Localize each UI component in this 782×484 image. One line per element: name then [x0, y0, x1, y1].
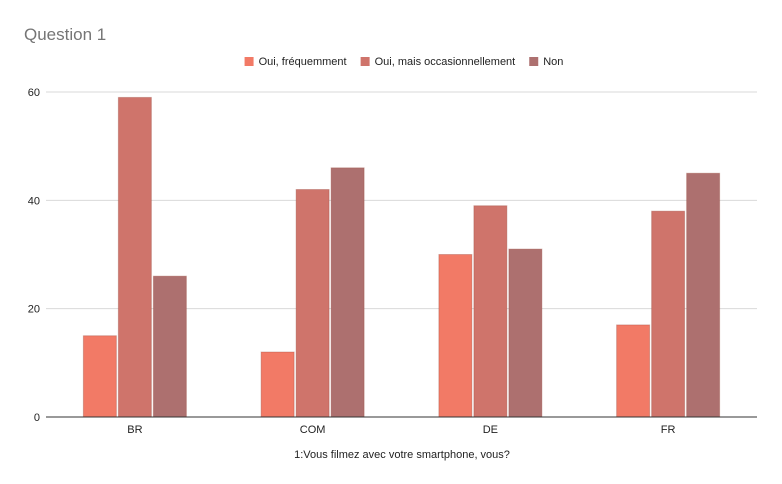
bar-de-series-1 [438, 254, 473, 418]
bar-fr-series-1 [616, 324, 651, 418]
bar-com-series-1 [260, 351, 295, 418]
legend-label: Oui, fréquemment [259, 56, 347, 68]
y-axis-ticks: 0 20 40 60 [28, 87, 40, 424]
bar-br-series-2 [117, 96, 152, 418]
y-tick-label: 20 [28, 304, 40, 316]
x-tick-label: BR [127, 424, 142, 436]
legend-label: Oui, mais occasionnellement [375, 56, 516, 68]
legend-item: Oui, fréquemment [244, 56, 347, 68]
legend-item: Non [529, 56, 563, 68]
chart-title: Question 1 [24, 25, 106, 44]
bar-com-series-3 [330, 167, 365, 418]
legend-swatch [529, 57, 539, 66]
gridlines [46, 91, 757, 310]
legend: Oui, fréquemment Oui, mais occasionnellem… [244, 56, 563, 68]
bar-br-series-1 [82, 335, 117, 418]
x-axis-label: 1:Vous filmez avec votre smartphone, vou… [294, 449, 510, 461]
bar-br-series-3 [152, 275, 187, 418]
x-tick-label: DE [483, 424, 498, 436]
legend-label: Non [543, 56, 563, 68]
x-tick-label: FR [661, 424, 676, 436]
bar-com-series-2 [295, 189, 330, 418]
y-tick-label: 40 [28, 195, 40, 207]
bar-de-series-2 [473, 205, 508, 418]
legend-swatch [244, 57, 254, 66]
bar-de-series-3 [508, 248, 543, 418]
y-tick-label: 0 [34, 412, 40, 424]
legend-swatch [360, 57, 370, 66]
bars [82, 96, 721, 418]
y-tick-label: 60 [28, 87, 40, 99]
x-axis-ticks: BR COM DE FR [127, 424, 675, 436]
legend-item: Oui, mais occasionnellement [360, 56, 516, 68]
bar-fr-series-2 [651, 210, 686, 418]
x-tick-label: COM [300, 424, 326, 436]
bar-fr-series-3 [686, 172, 721, 418]
